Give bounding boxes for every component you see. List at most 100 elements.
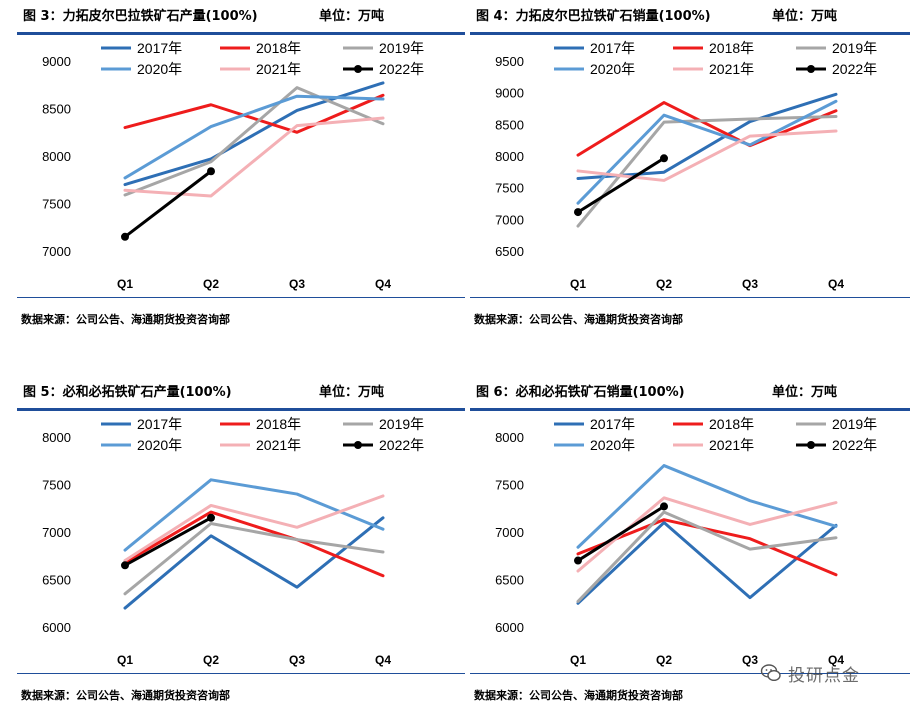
y-tick-label: 7500 <box>495 181 524 196</box>
source-note: 数据来源：公司公告、海通期货投资咨询部 <box>21 689 230 702</box>
series-line <box>576 99 838 205</box>
series-line <box>123 510 385 578</box>
series-line <box>123 522 385 596</box>
legend-label: 2020年 <box>137 437 182 453</box>
line-chart: 6000 6500 7000 7500 8000 Q1 Q2 Q3 Q4 2017年 2018年 20… <box>495 416 877 667</box>
series-line <box>576 510 838 603</box>
unit-label: 单位：万吨 <box>319 385 385 400</box>
x-tick-label: Q2 <box>656 277 672 291</box>
legend-label: 2022年 <box>832 437 877 453</box>
series-line <box>123 93 385 134</box>
y-tick-label: 6500 <box>42 573 71 588</box>
legend-marker <box>807 65 815 73</box>
legend-label: 2021年 <box>256 437 301 453</box>
y-tick-label: 8500 <box>495 117 524 132</box>
x-tick-label: Q2 <box>203 277 219 291</box>
legend-label: 2019年 <box>832 416 877 432</box>
chart-panel-bhp-sales: 图 6：必和必拓铁矿石销量(100%) 单位：万吨 6000 6500 7000 75… <box>470 376 910 716</box>
chart-header: 图 3：力拓皮尔巴拉铁矿石产量(100%) 单位：万吨 <box>17 0 465 30</box>
chart-title: 图 4：力拓皮尔巴拉铁矿石销量(100%) <box>476 9 711 24</box>
series-line <box>576 92 838 181</box>
legend-marker <box>807 441 815 449</box>
series-line <box>123 116 385 198</box>
legend-label: 2019年 <box>832 40 877 56</box>
legend-marker <box>354 441 362 449</box>
y-tick-label: 9000 <box>495 86 524 101</box>
y-tick-label: 6500 <box>495 573 524 588</box>
chart-panel-rio-production: 图 3：力拓皮尔巴拉铁矿石产量(100%) 单位：万吨 7000 7500 8000… <box>17 0 465 340</box>
chart-title: 图 3：力拓皮尔巴拉铁矿石产量(100%) <box>23 9 258 24</box>
data-point <box>121 561 129 570</box>
data-point <box>207 513 215 522</box>
legend-label: 2017年 <box>590 416 635 432</box>
data-point <box>660 154 668 163</box>
x-tick-label: Q3 <box>289 277 305 291</box>
header-rule <box>17 32 465 35</box>
y-tick-label: 7000 <box>42 525 71 540</box>
y-tick-label: 6000 <box>495 620 524 635</box>
footer-rule <box>470 673 910 674</box>
data-point <box>574 556 582 565</box>
unit-label: 单位：万吨 <box>772 385 838 400</box>
footer-rule <box>17 297 465 298</box>
legend-marker <box>354 65 362 73</box>
source-note: 数据来源：公司公告、海通期货投资咨询部 <box>474 689 683 702</box>
series-line <box>576 114 838 228</box>
x-tick-label: Q4 <box>375 653 391 667</box>
legend-label: 2018年 <box>709 40 754 56</box>
x-tick-label: Q1 <box>117 277 133 291</box>
legend-label: 2022年 <box>379 437 424 453</box>
chart-header: 图 6：必和必拓铁矿石销量(100%) 单位：万吨 <box>470 376 910 406</box>
x-tick-label: Q4 <box>828 653 844 667</box>
data-point <box>207 167 215 176</box>
series-line <box>123 516 385 610</box>
y-tick-label: 9000 <box>42 54 71 69</box>
series-line <box>576 101 838 157</box>
legend-label: 2018年 <box>256 40 301 56</box>
chart-header: 图 5：必和必拓铁矿石产量(100%) 单位：万吨 <box>17 376 465 406</box>
x-tick-label: Q2 <box>203 653 219 667</box>
legend-label: 2022年 <box>832 61 877 77</box>
x-tick-label: Q4 <box>828 277 844 291</box>
y-tick-label: 8000 <box>42 149 71 164</box>
legend-label: 2017年 <box>590 40 635 56</box>
y-tick-label: 8000 <box>495 430 524 445</box>
legend-label: 2017年 <box>137 416 182 432</box>
series-line <box>576 129 838 182</box>
data-point <box>660 502 668 511</box>
footer-rule <box>17 673 465 674</box>
series-line <box>123 169 213 239</box>
data-point <box>574 208 582 217</box>
data-point <box>121 232 129 241</box>
y-tick-label: 8000 <box>495 149 524 164</box>
y-tick-label: 7500 <box>42 197 71 212</box>
line-chart: 6000 6500 7000 7500 8000 Q1 Q2 Q3 Q4 2017年 2018年 20… <box>42 416 424 667</box>
legend-label: 2019年 <box>379 416 424 432</box>
series-line <box>123 94 385 180</box>
legend-label: 2021年 <box>256 61 301 77</box>
footer-rule <box>470 297 910 298</box>
chart-panel-rio-sales: 图 4：力拓皮尔巴拉铁矿石销量(100%) 单位：万吨 6500 7000 7500… <box>470 0 910 340</box>
chart-title: 图 5：必和必拓铁矿石产量(100%) <box>23 385 232 400</box>
line-chart: 7000 7500 8000 8500 9000 Q1 Q2 Q3 Q4 2017年 2018年 20… <box>42 40 424 291</box>
header-rule <box>17 408 465 411</box>
series-line <box>576 156 666 214</box>
unit-label: 单位：万吨 <box>772 9 838 24</box>
legend-label: 2019年 <box>379 40 424 56</box>
series-line <box>576 521 838 605</box>
y-tick-label: 6000 <box>42 620 71 635</box>
watermark: 投研点金 <box>760 660 860 686</box>
source-note: 数据来源：公司公告、海通期货投资咨询部 <box>21 313 230 326</box>
series-line <box>123 494 385 563</box>
y-tick-label: 7000 <box>42 244 71 259</box>
y-tick-label: 7000 <box>495 525 524 540</box>
wechat-icon <box>760 664 781 682</box>
legend-label: 2017年 <box>137 40 182 56</box>
chart-panel-bhp-production: 图 5：必和必拓铁矿石产量(100%) 单位：万吨 6000 6500 7000 75… <box>17 376 465 716</box>
x-tick-label: Q3 <box>742 277 758 291</box>
legend-label: 2020年 <box>590 437 635 453</box>
legend-label: 2020年 <box>590 61 635 77</box>
x-tick-label: Q4 <box>375 277 391 291</box>
legend-label: 2022年 <box>379 61 424 77</box>
x-tick-label: Q2 <box>656 653 672 667</box>
